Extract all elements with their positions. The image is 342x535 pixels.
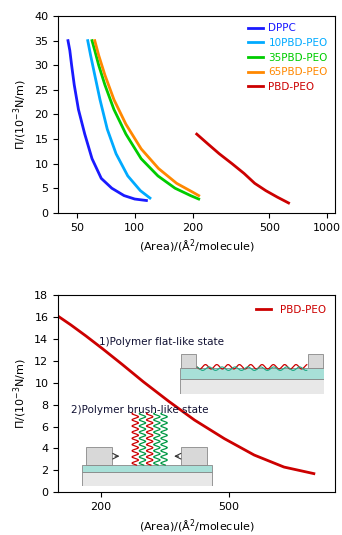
Y-axis label: $\Pi$/(10$^{-3}$N/m): $\Pi$/(10$^{-3}$N/m): [11, 79, 29, 150]
Y-axis label: $\Pi$/(10$^{-3}$N/m): $\Pi$/(10$^{-3}$N/m): [11, 358, 29, 429]
X-axis label: (Area)/($\mathrm{\AA}^2$/molecule): (Area)/($\mathrm{\AA}^2$/molecule): [139, 238, 254, 256]
Text: 1)Polymer flat-like state: 1)Polymer flat-like state: [98, 337, 224, 347]
Legend: DPPC, 10PBD-PEO, 35PBD-PEO, 65PBD-PEO, PBD-PEO: DPPC, 10PBD-PEO, 35PBD-PEO, 65PBD-PEO, P…: [246, 21, 330, 94]
Legend: PBD-PEO: PBD-PEO: [251, 301, 330, 319]
X-axis label: (Area)/($\mathrm{\AA}^2$/molecule): (Area)/($\mathrm{\AA}^2$/molecule): [139, 517, 254, 535]
Text: 2)Polymer brush-like state: 2)Polymer brush-like state: [71, 406, 208, 416]
